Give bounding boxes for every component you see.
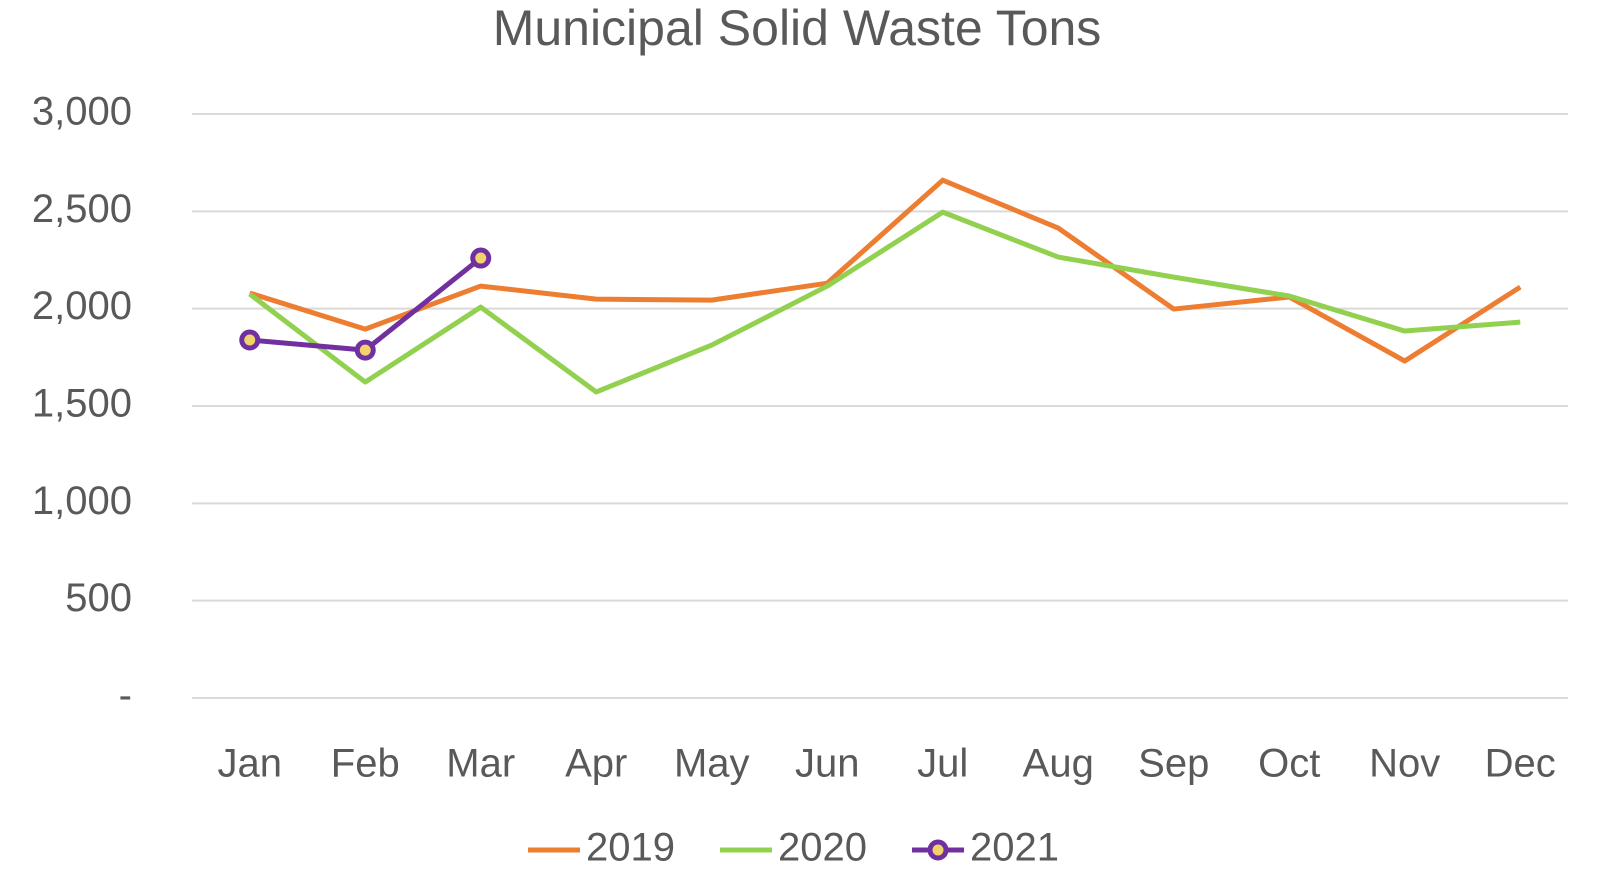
series-line xyxy=(249,177,1522,364)
legend-label: 2019 xyxy=(586,826,675,870)
x-tick-label: Nov xyxy=(1369,742,1440,786)
x-tick-label: Mar xyxy=(446,742,515,786)
y-tick-label: 1,500 xyxy=(32,382,132,426)
chart-title: Municipal Solid Waste Tons xyxy=(493,0,1102,56)
point-marker xyxy=(239,329,261,351)
x-tick-label: Sep xyxy=(1138,742,1209,786)
y-tick-label: - xyxy=(119,674,132,718)
y-tick-label: 2,500 xyxy=(32,187,132,231)
y-tick-label: 500 xyxy=(65,576,132,620)
x-tick-label: Aug xyxy=(1023,742,1094,786)
x-tick-label: Jan xyxy=(218,742,283,786)
x-tick-label: Feb xyxy=(331,742,400,786)
legend-label: 2021 xyxy=(970,826,1059,870)
y-tick-label: 3,000 xyxy=(32,90,132,134)
y-tick-label: 1,000 xyxy=(32,479,132,523)
point-marker xyxy=(354,339,376,361)
y-tick-label: 2,000 xyxy=(32,284,132,328)
legend-label: 2020 xyxy=(778,826,867,870)
series-line xyxy=(248,209,1521,395)
x-tick-label: Dec xyxy=(1485,742,1556,786)
x-tick-label: Jul xyxy=(917,742,968,786)
x-tick-label: Apr xyxy=(565,742,627,786)
x-tick-label: May xyxy=(674,742,750,786)
legend-marker xyxy=(927,839,949,861)
x-tick-label: Oct xyxy=(1258,742,1320,786)
point-marker xyxy=(470,247,492,269)
x-tick-label: Jun xyxy=(795,742,860,786)
